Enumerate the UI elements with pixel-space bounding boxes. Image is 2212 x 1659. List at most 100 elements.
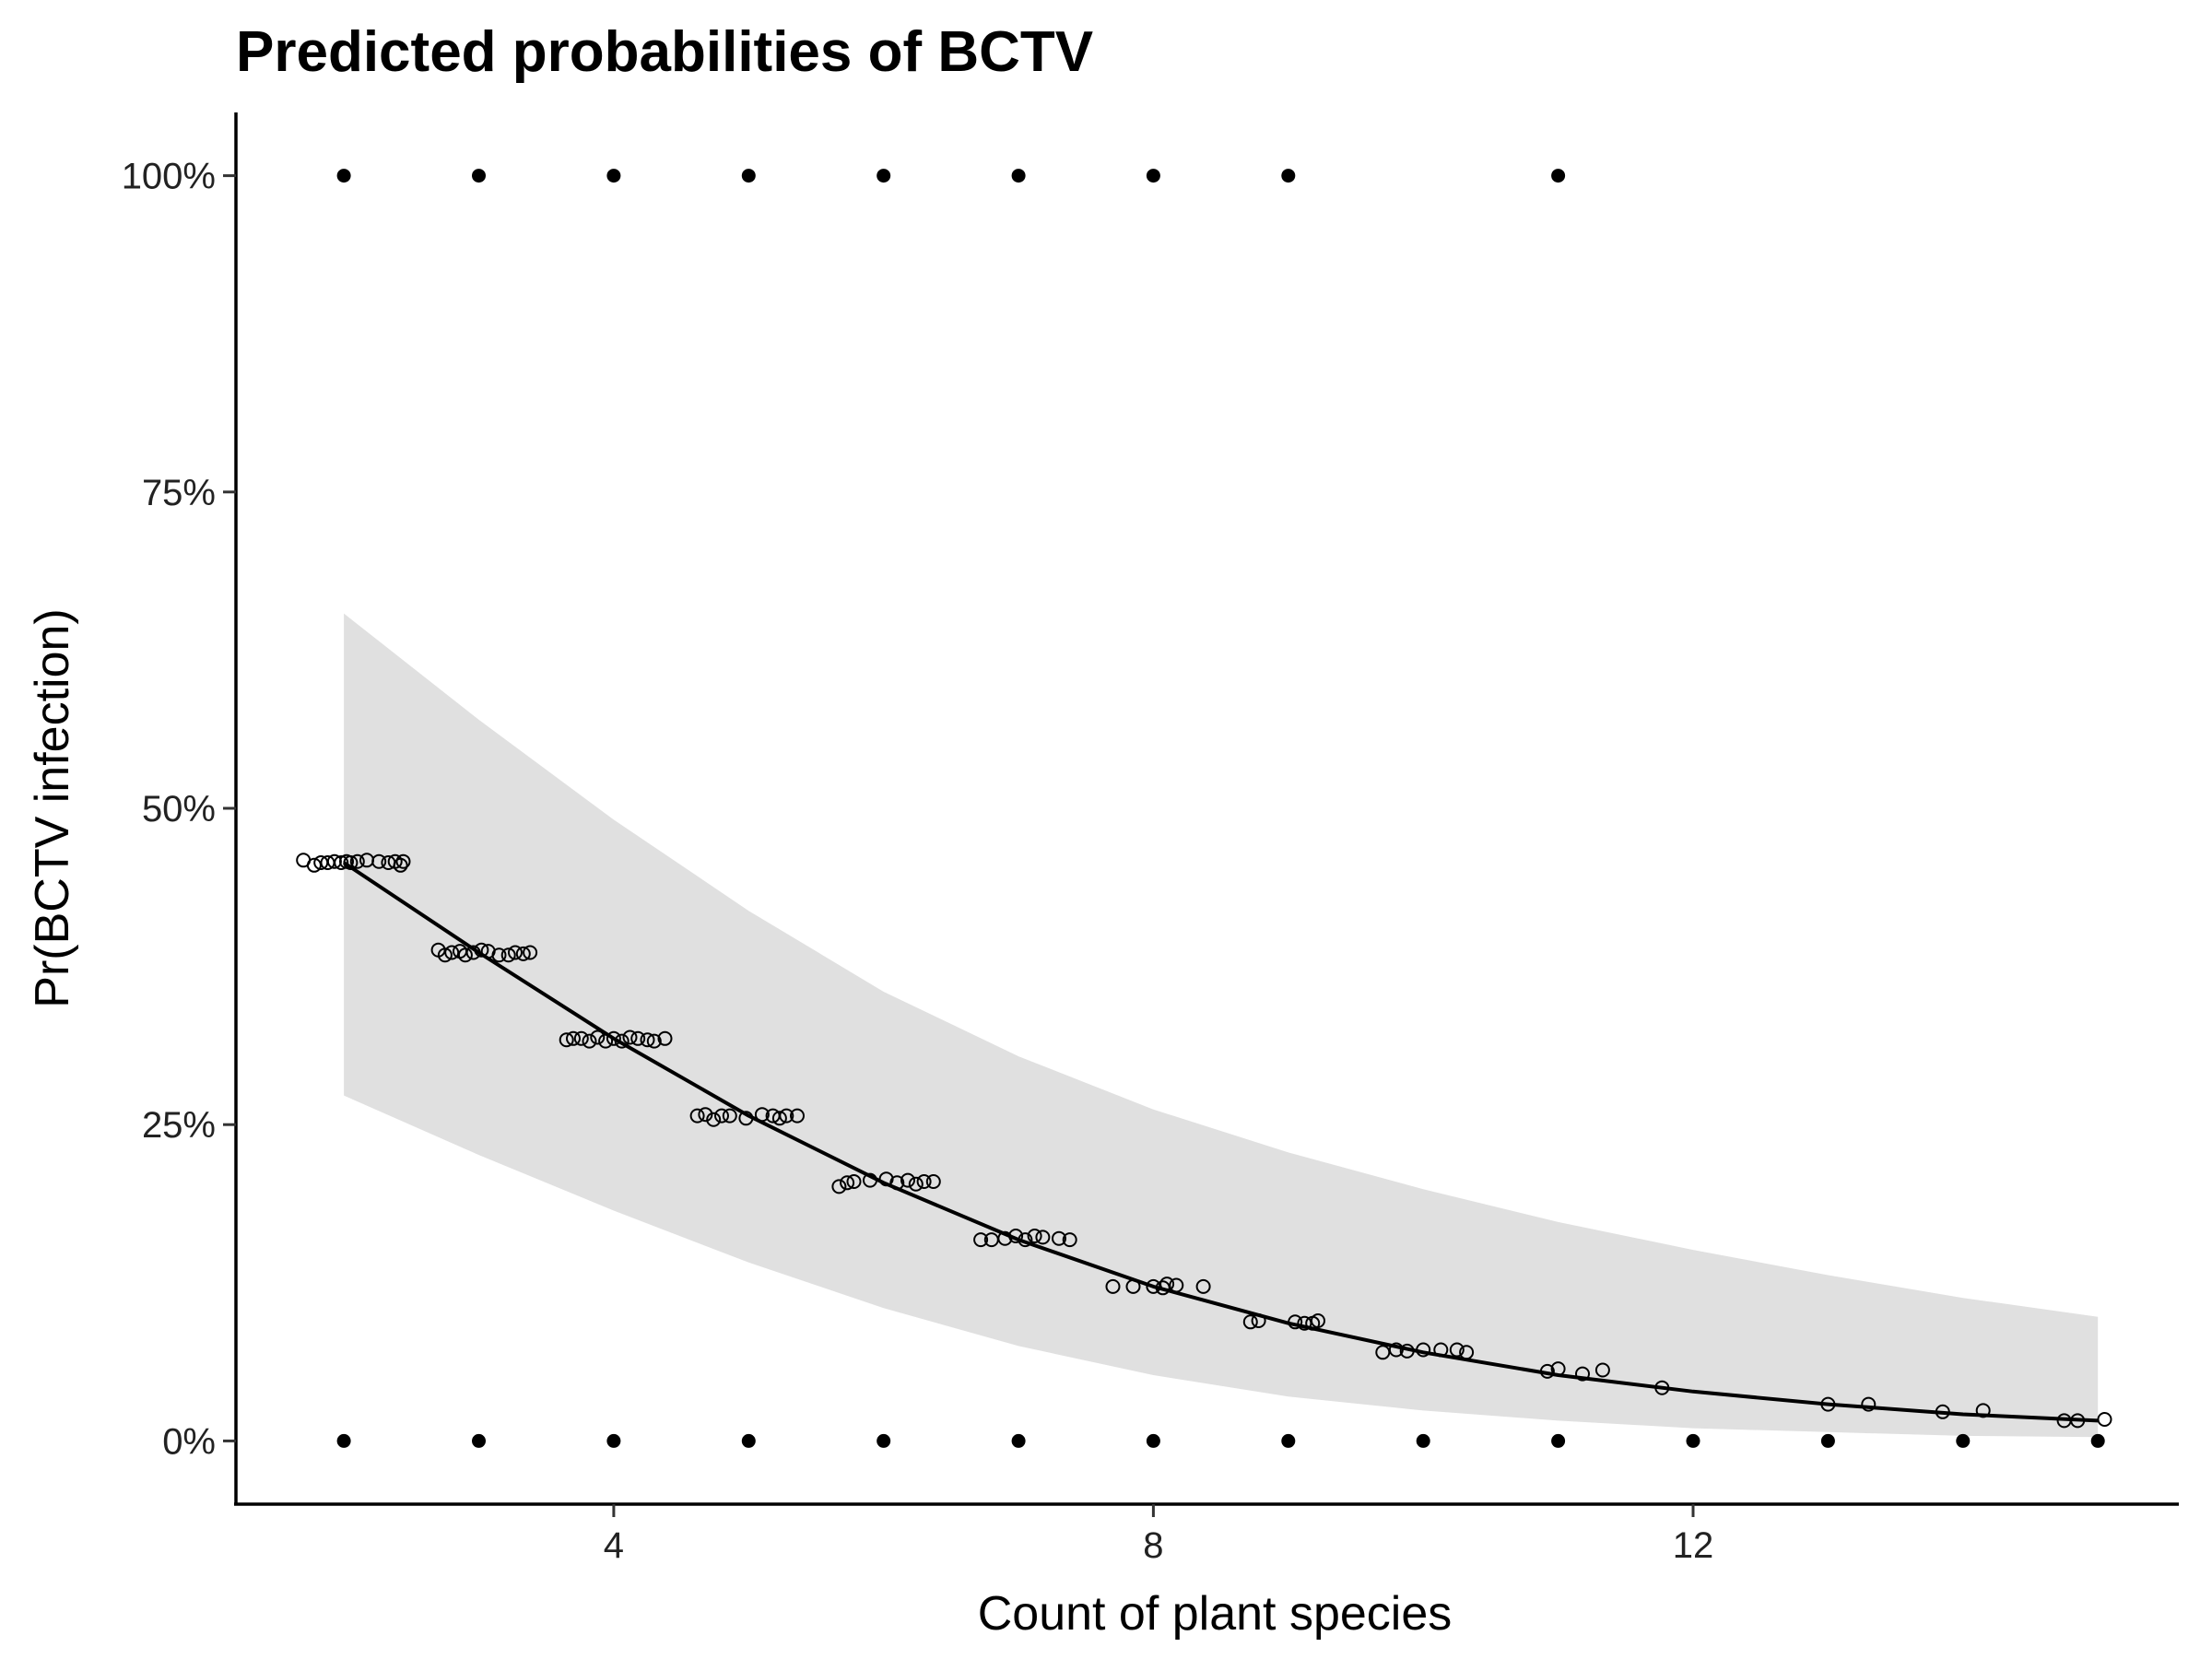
observed-point-uninfected [472, 1433, 486, 1448]
observed-point-infected [1551, 169, 1566, 183]
x-tick-label: 8 [1143, 1525, 1163, 1566]
observed-points-layer [336, 169, 2105, 1448]
residual-point [863, 1172, 877, 1188]
fit-line [342, 861, 2099, 1423]
residual-point [598, 1033, 614, 1049]
residual-point [1449, 1342, 1465, 1358]
residual-point [437, 947, 453, 963]
observed-point-uninfected [1956, 1433, 1971, 1448]
residual-point [559, 1032, 574, 1048]
residual-point [846, 1174, 862, 1189]
residual-point [831, 1179, 847, 1194]
x-axis-title: Count of plant species [978, 1587, 1453, 1641]
observed-point-uninfected [1551, 1433, 1566, 1448]
residual-point [306, 857, 322, 873]
residual-point [500, 947, 516, 963]
residual-point [1288, 1314, 1303, 1330]
residual-point [1251, 1313, 1266, 1328]
residual-point [2070, 1413, 2086, 1429]
residual-point [1375, 1345, 1391, 1360]
residual-point [630, 1030, 646, 1046]
residual-point [771, 1111, 787, 1126]
confidence-band [344, 613, 2099, 1438]
partial-residual-layer [296, 853, 2112, 1429]
y-axis-title: Pr(BCTV infection) [26, 608, 79, 1007]
residual-point [1052, 1230, 1066, 1246]
observed-point-uninfected [2090, 1433, 2105, 1448]
residual-point [1195, 1278, 1211, 1294]
observed-point-uninfected [1416, 1433, 1430, 1448]
residual-point [1159, 1277, 1175, 1292]
residual-point [779, 1108, 794, 1124]
observed-point-uninfected [606, 1433, 621, 1448]
observed-point-infected [1281, 169, 1296, 183]
y-tick-label: 100% [122, 157, 216, 197]
residual-point [2097, 1412, 2112, 1427]
residual-point [1935, 1404, 1950, 1419]
residual-point [566, 1030, 581, 1046]
residual-point [1416, 1342, 1431, 1358]
residual-point [1297, 1315, 1312, 1331]
residual-point [523, 945, 538, 960]
residual-point [1311, 1313, 1325, 1328]
residual-point [997, 1230, 1013, 1246]
observed-point-uninfected [1146, 1433, 1160, 1448]
residual-point [1105, 1278, 1121, 1294]
residual-point [1550, 1361, 1566, 1377]
residual-point [334, 855, 349, 870]
residual-point [474, 942, 489, 958]
y-tick-label: 50% [142, 789, 216, 830]
residual-point [395, 853, 411, 869]
observed-point-infected [1011, 169, 1026, 183]
observed-point-uninfected [1686, 1433, 1700, 1448]
residual-point [722, 1108, 737, 1124]
residual-point [1062, 1232, 1077, 1248]
residual-point [1975, 1403, 1991, 1418]
residual-point [614, 1033, 629, 1049]
observed-point-infected [741, 169, 756, 183]
residual-point [349, 853, 365, 869]
x-ticks: 4 8 12 [604, 1504, 1713, 1566]
residual-point [706, 1112, 722, 1127]
residual-point [465, 945, 481, 960]
residual-point [1654, 1380, 1670, 1395]
residual-point [689, 1108, 705, 1124]
residual-point [840, 1175, 855, 1191]
residual-point [754, 1107, 770, 1123]
residual-point [1861, 1396, 1877, 1412]
residual-point [1242, 1314, 1258, 1330]
residual-point [1575, 1366, 1590, 1382]
residual-point [573, 1030, 589, 1046]
residual-point [640, 1032, 655, 1048]
residual-point [1433, 1342, 1449, 1358]
residual-point [916, 1174, 932, 1189]
observed-point-uninfected [877, 1433, 891, 1448]
residual-point [698, 1107, 713, 1123]
observed-point-uninfected [741, 1433, 756, 1448]
residual-point [1155, 1280, 1171, 1296]
residual-point [582, 1033, 597, 1049]
residual-point [444, 945, 460, 960]
observed-point-infected [877, 169, 891, 183]
fit-line-layer [342, 861, 2099, 1423]
residual-point [1018, 1232, 1033, 1248]
confidence-band-layer [344, 613, 2099, 1438]
residual-point [1459, 1345, 1475, 1360]
residual-point [908, 1176, 924, 1192]
residual-point [515, 946, 531, 961]
residual-point [1035, 1230, 1051, 1245]
y-tick-label: 75% [142, 473, 216, 513]
y-ticks: 0% 25% 50% 75% 100% [122, 157, 236, 1462]
observed-point-uninfected [336, 1433, 351, 1448]
observed-point-uninfected [1281, 1433, 1296, 1448]
residual-point [590, 1030, 606, 1045]
residual-point [491, 947, 507, 963]
observed-point-infected [472, 169, 486, 183]
residual-point [889, 1175, 905, 1191]
x-tick-label: 12 [1673, 1525, 1714, 1566]
y-tick-label: 0% [162, 1421, 216, 1462]
residual-point [1539, 1363, 1555, 1379]
residual-point [343, 855, 359, 870]
